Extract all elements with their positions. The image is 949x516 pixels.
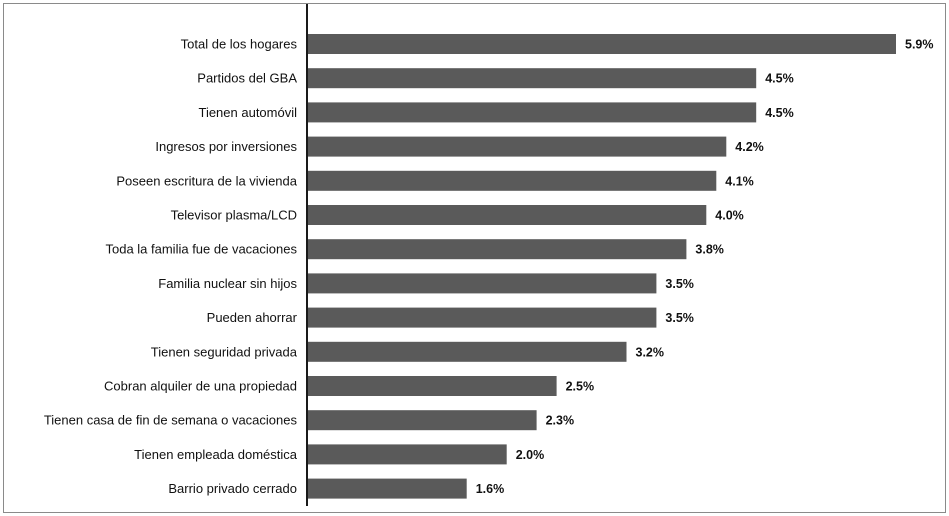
category-label: Tienen seguridad privada [151, 344, 298, 359]
bar [307, 478, 467, 499]
bar [307, 136, 727, 157]
value-label: 3.5% [665, 311, 694, 325]
bar [307, 68, 757, 89]
value-label: 4.1% [725, 174, 754, 188]
category-label: Familia nuclear sin hijos [158, 276, 297, 291]
bar-chart: Total de los hogares Partidos del GBA Tien… [44, 4, 934, 506]
value-label: 2.5% [566, 380, 595, 394]
category-labels-group: Total de los hogares Partidos del GBA Tien… [44, 37, 298, 497]
value-label: 4.2% [735, 140, 764, 154]
category-label: Pueden ahorrar [207, 310, 298, 325]
bar [307, 34, 896, 54]
bar [307, 410, 537, 431]
category-label: Barrio privado cerrado [168, 481, 297, 496]
value-label: 4.5% [765, 106, 794, 120]
bar [307, 376, 557, 396]
bar [307, 205, 707, 225]
bar [307, 273, 657, 294]
value-label: 3.2% [636, 345, 665, 359]
value-label: 4.5% [765, 72, 794, 86]
bar [307, 239, 687, 260]
bar [307, 170, 717, 191]
value-label: 4.0% [715, 209, 744, 223]
bar [307, 341, 627, 362]
category-label: Toda la familia fue de vacaciones [105, 242, 297, 257]
bar [307, 102, 757, 123]
value-label: 5.9% [905, 38, 934, 52]
value-label: 2.0% [516, 448, 545, 462]
value-label: 1.6% [476, 482, 505, 496]
value-labels-group: 5.9% 4.5% 4.5% 4.2% 4.1% 4.0% 3.8% 3.5% 3.5% 3.2%… [476, 38, 934, 497]
category-label: Tienen casa de fin de semana o vacacione… [44, 413, 298, 428]
value-label: 3.8% [695, 243, 724, 257]
bar [307, 444, 507, 465]
category-label: Cobran alquiler de una propiedad [104, 379, 297, 394]
value-label: 3.5% [665, 277, 694, 291]
category-label: Tienen empleada doméstica [134, 447, 298, 462]
category-label: Total de los hogares [181, 37, 298, 52]
bar [307, 307, 657, 328]
bars-group [307, 34, 896, 499]
value-label: 2.3% [546, 414, 575, 428]
category-label: Televisor plasma/LCD [171, 208, 297, 223]
category-label: Partidos del GBA [197, 71, 297, 86]
category-label: Ingresos por inversiones [155, 139, 297, 154]
chart-frame: Total de los hogares Partidos del GBA Tien… [3, 3, 946, 513]
category-label: Poseen escritura de la vivienda [116, 173, 297, 188]
category-label: Tienen automóvil [198, 105, 297, 120]
